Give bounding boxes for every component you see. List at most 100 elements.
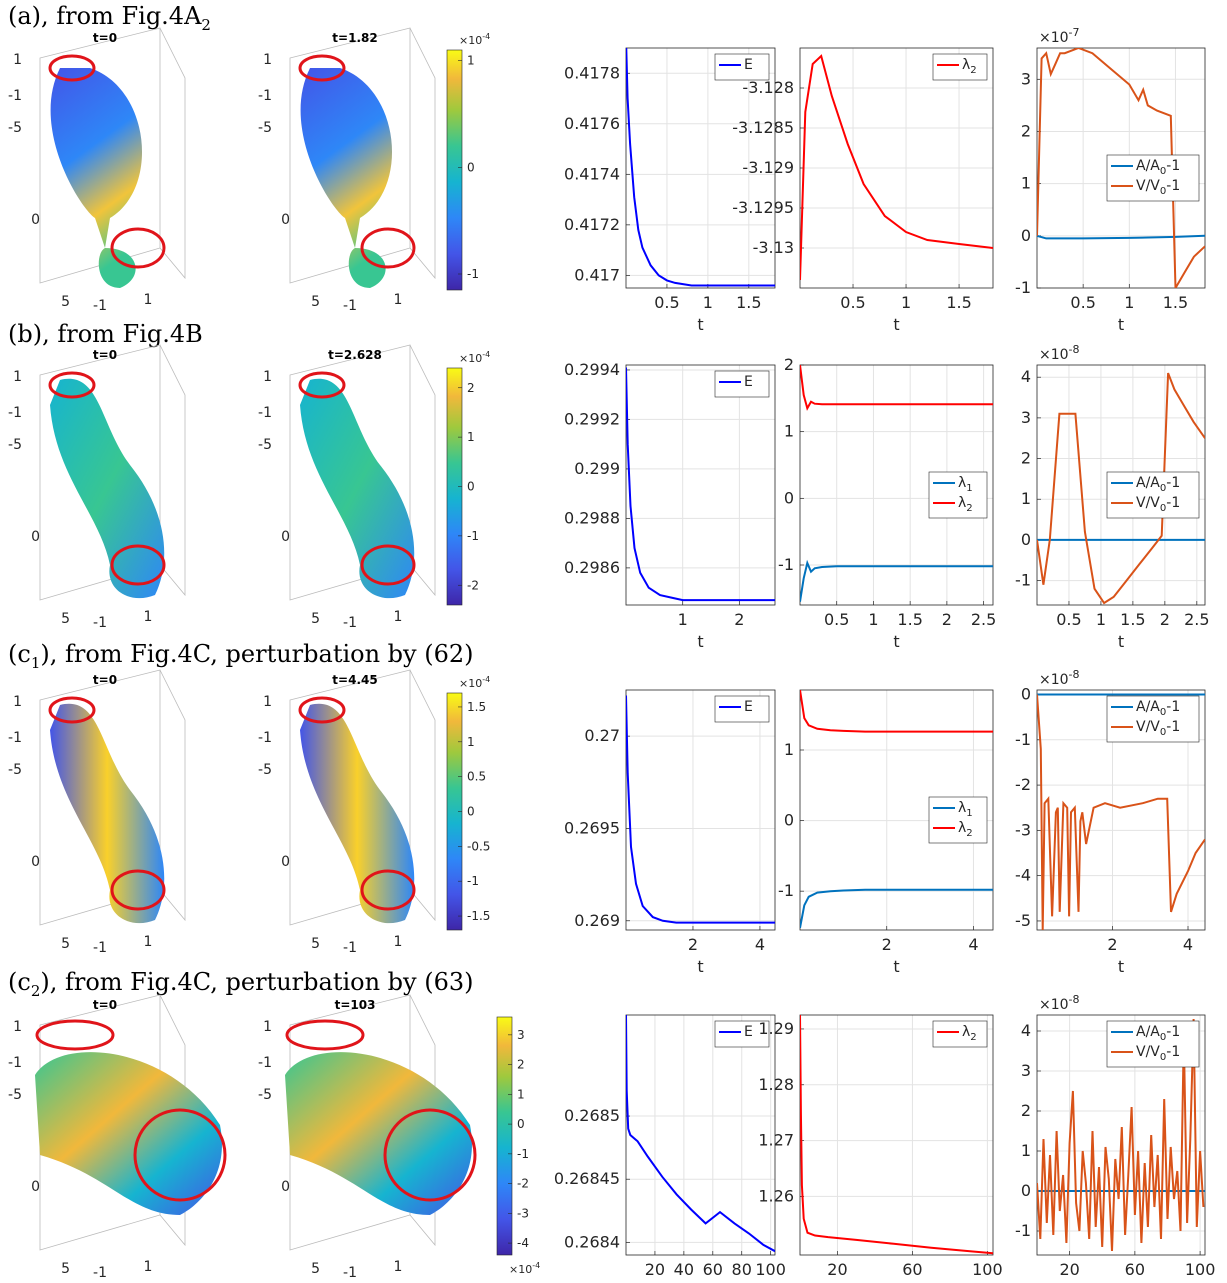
colorbar: 2 1 0 -1 -2 ×10-4 [446, 350, 490, 606]
series-line [626, 695, 775, 924]
row-c2-title: (c2), from Fig.4C, perturbation by (63) [8, 968, 474, 1000]
x-tick-label: 2 [1160, 610, 1170, 629]
x-tick-label: 100 [755, 1260, 786, 1279]
shape-panel: t=0 1 -1 -5 0 5 -1 1 [8, 994, 227, 1281]
colorbar-tick-label: 3 [517, 1028, 525, 1042]
axis-tick: 0 [31, 212, 40, 228]
axis-tick: 1 [144, 934, 153, 950]
y-tick-label: 0 [1021, 226, 1031, 245]
x-axis-label: t [697, 957, 703, 976]
y-tick-label: 1 [1021, 174, 1031, 193]
y-tick-label: 0 [1021, 1181, 1031, 1200]
membrane-surface [50, 378, 165, 599]
line-chart: 0.5 1 1.5 2 2.5 -1 0 1 2 3 4 t ×10-8 A/A0-1V/V0-1 [1015, 343, 1209, 651]
colorbar-tick-label: 1 [467, 430, 475, 444]
colorbar-tick-label: -1 [467, 267, 479, 281]
axis-tick: 1 [144, 609, 153, 625]
boundary-ring [285, 1019, 365, 1051]
y-tick-label: 0.2994 [564, 360, 620, 379]
y-tick-label: 0.4172 [564, 215, 620, 234]
x-tick-label: 0.5 [840, 293, 865, 312]
shape-panel: t=1.82 1 -1 -5 0 5 -1 1 [258, 27, 436, 314]
y-tick-label: 0.2695 [564, 818, 620, 837]
axis-tick: 5 [61, 1261, 70, 1277]
x-tick-label: 1.5 [736, 293, 761, 312]
boundary-ring [110, 544, 166, 586]
x-tick-label: 1.5 [1120, 610, 1145, 629]
x-axis-label: t [697, 315, 703, 334]
x-tick-label: 0.5 [824, 610, 849, 629]
y-tick-label: 0 [784, 811, 794, 830]
axis-tick: -1 [258, 730, 272, 746]
y-tick-label: -1 [778, 881, 794, 900]
axis-tick: -1 [258, 405, 272, 421]
y-tick-label: -3.13 [753, 238, 794, 257]
axis-tick: 0 [281, 212, 290, 228]
plot-frame [625, 689, 776, 931]
axis-tick: 5 [61, 936, 70, 952]
legend-box [714, 53, 770, 81]
y-tick-label: 2 [1021, 449, 1031, 468]
bounding-box [289, 27, 436, 284]
axis-tick: -5 [8, 1087, 22, 1103]
legend-label: E [744, 699, 753, 715]
axis-tick: 1 [13, 1019, 22, 1035]
legend-label: λ2 [958, 820, 973, 839]
axis-tick: 1 [13, 694, 22, 710]
colorbar-tick-label: -2 [517, 1177, 529, 1191]
x-tick-label: 2.5 [1184, 610, 1209, 629]
axis-tick: -1 [343, 615, 357, 631]
colorbar-tick-label: -0.5 [467, 839, 490, 853]
y-tick-label: 4 [1021, 1021, 1031, 1040]
shape-title: t=0 [93, 673, 117, 687]
plot-frame [799, 1014, 994, 1256]
y-tick-label: -2 [1015, 775, 1031, 794]
x-tick-label: 40 [674, 1260, 694, 1279]
x-tick-label: 4 [755, 935, 765, 954]
x-tick-label: 2 [1107, 935, 1117, 954]
axis-tick: -1 [258, 88, 272, 104]
x-tick-label: 2 [688, 935, 698, 954]
axis-tick: 1 [13, 52, 22, 68]
boundary-ring [298, 54, 346, 82]
axis-tick: 1 [394, 934, 403, 950]
x-tick-label: 20 [645, 1260, 665, 1279]
boundary-ring [298, 371, 346, 399]
x-tick-label: 1.5 [1163, 293, 1188, 312]
x-tick-label: 20 [1059, 1260, 1079, 1279]
boundary-ring [48, 696, 96, 724]
axis-tick: -1 [93, 1265, 107, 1281]
shape-title: t=103 [335, 998, 376, 1012]
series-line [800, 888, 993, 929]
y-tick-label: -1 [1015, 1221, 1031, 1240]
legend-label: λ2 [962, 57, 977, 76]
legend-label: V/V0-1 [1136, 495, 1180, 514]
legend-label: A/A0-1 [1136, 475, 1180, 494]
row-a-title: (a), from Fig.4A2 [8, 2, 211, 34]
boundary-ring [360, 227, 416, 269]
axis-tick: 5 [61, 294, 70, 310]
axis-tick: -5 [258, 120, 272, 136]
colorbar-tick-label: -4 [517, 1236, 529, 1250]
legend-label: λ2 [958, 495, 973, 514]
x-tick-label: 4 [968, 935, 978, 954]
plot-frame [625, 47, 776, 289]
legend-box [932, 53, 988, 81]
boundary-ring [383, 1108, 477, 1202]
line-chart: 0.5 1 1.5 -3.128 -3.1285 -3.129 -3.1295 -3.13 t λ… [732, 47, 994, 334]
axis-tick: -1 [343, 940, 357, 956]
colorbar-tick-label: 0.5 [467, 770, 486, 784]
axis-tick: 0 [281, 854, 290, 870]
axis-tick: -1 [8, 730, 22, 746]
row-b-title: (b), from Fig.4B [8, 320, 203, 348]
y-tick-label: 0.2684 [564, 1232, 620, 1251]
x-axis-label: t [893, 632, 899, 651]
legend-box [1106, 471, 1200, 519]
legend-label: A/A0-1 [1136, 1024, 1180, 1043]
boundary-ring [133, 1108, 227, 1202]
line-chart: 2 4 0.269 0.2695 0.27 t E [564, 689, 776, 976]
y-tick-label: -3.129 [742, 158, 794, 177]
legend-box [714, 1020, 770, 1048]
